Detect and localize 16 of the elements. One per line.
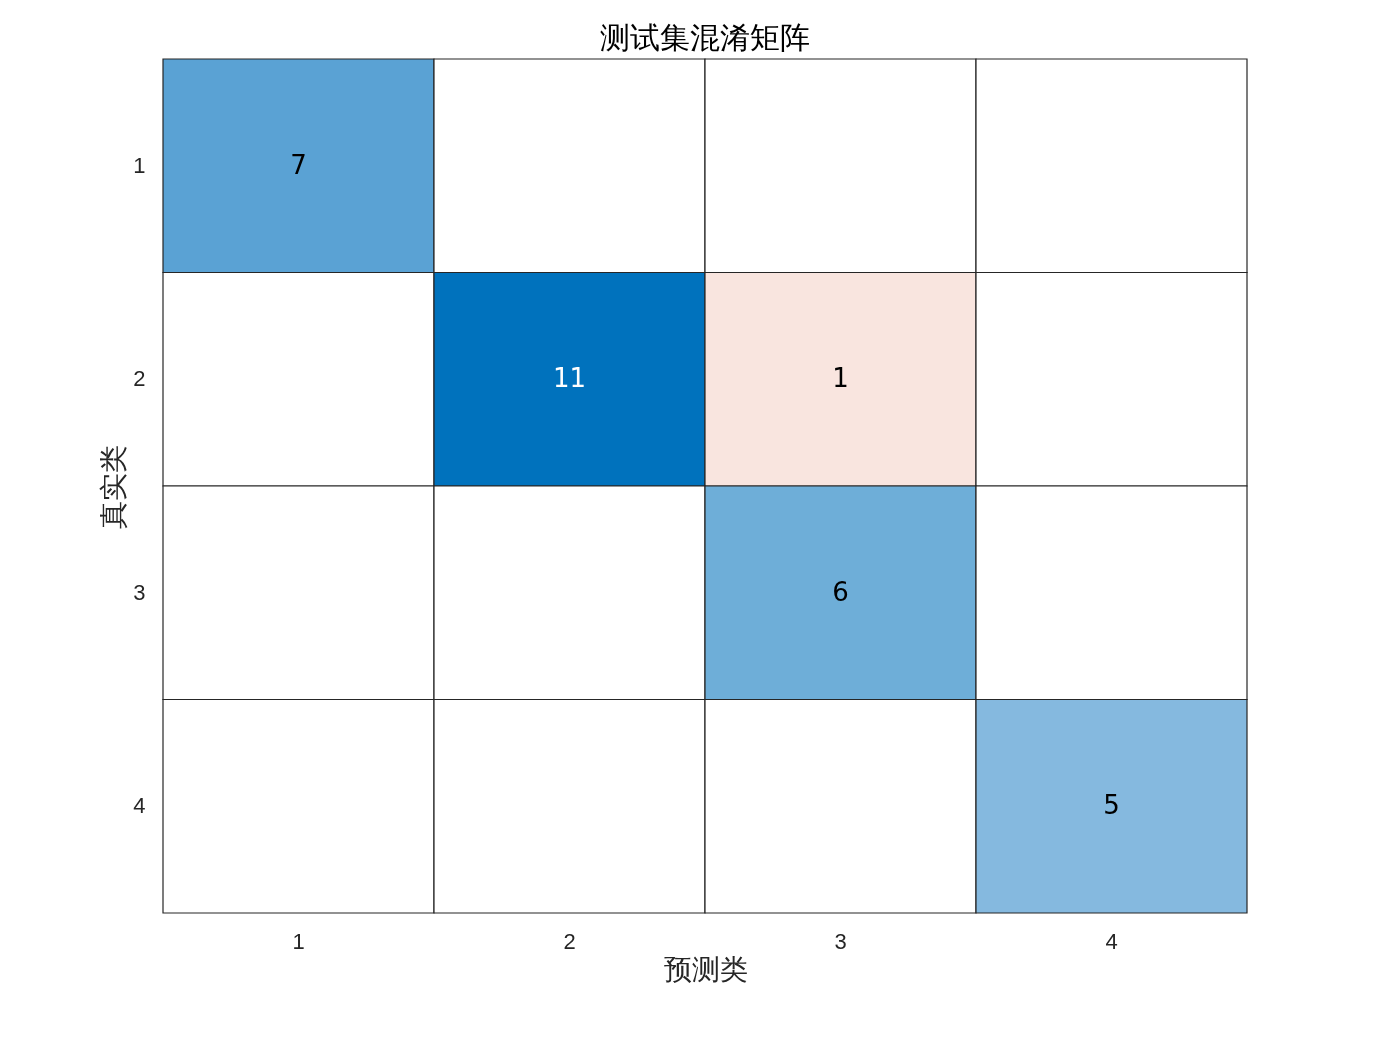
x-tick-label: 1: [292, 928, 305, 954]
data-label: 7: [290, 149, 307, 180]
x-tick-label: 2: [563, 928, 576, 954]
y-tick-label: 2: [133, 366, 146, 392]
data-label: 5: [1103, 790, 1120, 821]
x-tick-label: 4: [1105, 928, 1118, 954]
y-tick-label: 3: [133, 579, 146, 605]
x-axis-title: 预测类: [663, 952, 748, 986]
y-axis-title: 真实类: [97, 444, 131, 529]
x-tick-label: 3: [834, 928, 847, 954]
data-label: 11: [552, 363, 587, 394]
y-tick-label: 4: [133, 793, 146, 819]
text: 测试集混淆矩阵: [600, 20, 810, 56]
data-label: 6: [832, 576, 849, 607]
y-tick-label: 1: [133, 152, 146, 178]
data-label: 1: [832, 363, 849, 394]
